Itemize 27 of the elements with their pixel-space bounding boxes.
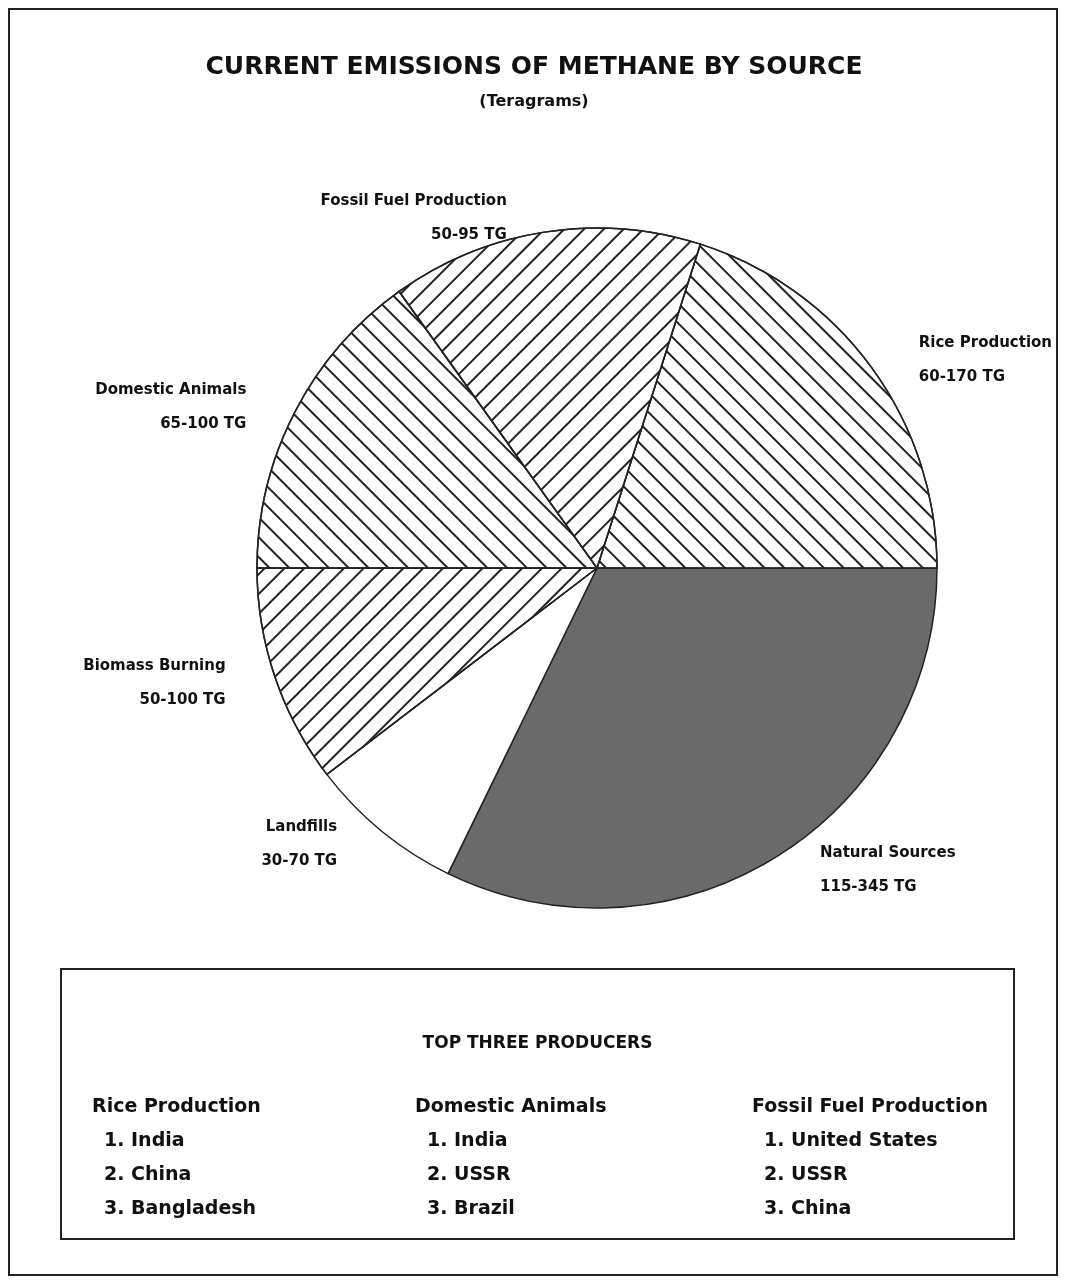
text: 1. United States (763, 1127, 939, 1152)
text: 2. USSR (763, 1161, 849, 1186)
text: 2. USSR (426, 1161, 512, 1186)
slice-label: Biomass Burning (83, 655, 226, 674)
data-label: 30-70 TG (261, 850, 338, 869)
data-label: 60-170 TG (918, 366, 1005, 385)
slice-label: Rice Production (918, 332, 1053, 351)
text: 3. Bangladesh (103, 1195, 258, 1220)
text: Domestic Animals (415, 1093, 607, 1118)
text: 1. India (426, 1127, 509, 1152)
slice-label: Landfills (265, 816, 338, 835)
text: 3. Brazil (426, 1195, 516, 1220)
data-label: 50-95 TG (431, 225, 507, 244)
data-label: 50-100 TG (139, 689, 226, 708)
text: Rice Production (92, 1093, 261, 1118)
text: TOP THREE PRODUCERS (421, 1032, 654, 1052)
slice-label: Fossil Fuel Production (320, 191, 507, 210)
slice-label: Natural Sources (820, 843, 956, 862)
slice-label: Domestic Animals (95, 379, 247, 398)
text: 1. India (103, 1127, 186, 1152)
text: Fossil Fuel Production (752, 1093, 989, 1118)
data-label: 115-345 TG (820, 877, 917, 896)
text: 2. China (103, 1161, 193, 1186)
chart-title: CURRENT EMISSIONS OF METHANE BY SOURCE (205, 51, 863, 80)
text: 3. China (763, 1195, 853, 1220)
chart-subtitle: (Teragrams) (479, 90, 589, 110)
data-label: 65-100 TG (160, 413, 247, 432)
